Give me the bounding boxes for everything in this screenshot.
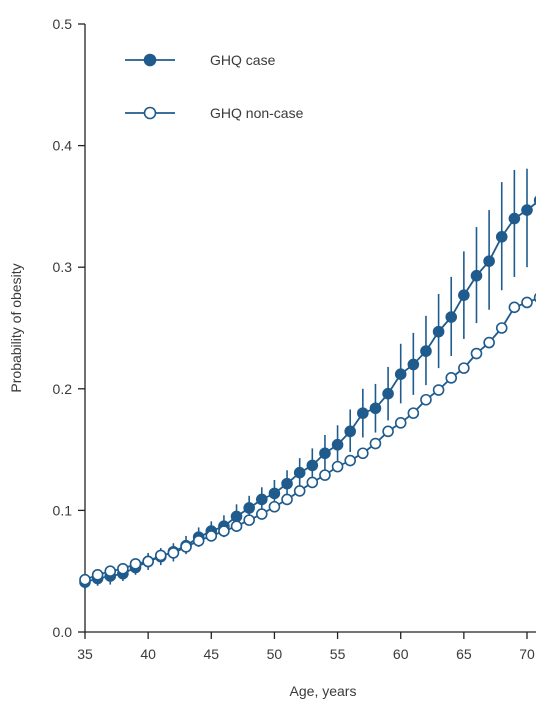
data-point-ghq-non-case: [432, 384, 445, 396]
data-point-ghq-non-case: [470, 347, 483, 360]
data-point-ghq-case: [230, 510, 243, 523]
data-point-ghq-case: [357, 407, 369, 419]
x-tick-label: 50: [267, 646, 283, 662]
y-tick-label: 0.4: [53, 138, 73, 154]
x-tick-label: 55: [330, 646, 346, 662]
legend-item-ghq-case: GHQ case: [125, 52, 276, 68]
y-tick-label: 0.3: [53, 259, 73, 275]
data-point-ghq-non-case: [218, 525, 230, 537]
data-point-ghq-non-case: [268, 500, 281, 513]
data-point-ghq-case: [306, 459, 319, 472]
data-point-ghq-non-case: [394, 417, 407, 429]
x-ticks: 35 40 45 50 55 60 65 70: [77, 632, 535, 662]
legend-label-ghq-non-case: GHQ non-case: [210, 105, 304, 121]
data-point-ghq-non-case: [205, 530, 218, 542]
data-point-ghq-case: [319, 447, 331, 460]
y-tick-label: 0.1: [53, 502, 73, 518]
data-point-ghq-non-case: [192, 534, 205, 547]
legend-marker-ghq-non-case: [143, 106, 157, 120]
data-point-ghq-non-case: [91, 569, 104, 581]
data-point-ghq-case: [458, 289, 470, 301]
x-tick-label: 45: [203, 646, 219, 662]
y-tick-label: 0.2: [53, 381, 73, 397]
data-point-ghq-case: [268, 487, 281, 500]
data-point-ghq-non-case: [180, 541, 192, 553]
data-point-ghq-non-case: [508, 301, 521, 314]
data-point-ghq-non-case: [167, 547, 180, 559]
data-point-ghq-case: [369, 402, 382, 415]
legend-item-ghq-non-case: GHQ non-case: [125, 105, 304, 121]
data-point-ghq-non-case: [154, 549, 167, 562]
data-point-ghq-case: [243, 502, 255, 514]
x-axis-title: Age, years: [290, 683, 357, 699]
x-tick-label: 35: [77, 646, 93, 662]
data-point-ghq-case: [407, 358, 420, 371]
data-point-ghq-non-case: [129, 558, 142, 570]
data-point-ghq-non-case: [382, 425, 394, 438]
data-point-ghq-case: [521, 204, 533, 216]
data-point-ghq-non-case: [306, 476, 319, 489]
data-point-ghq-case: [470, 269, 483, 282]
data-point-ghq-non-case: [331, 460, 344, 473]
y-tick-label: 0.0: [53, 624, 73, 640]
y-tick-label: 0.5: [53, 16, 73, 32]
data-point-ghq-case: [394, 368, 407, 381]
axes: [84, 24, 536, 633]
data-point-ghq-case: [420, 345, 432, 357]
data-point-ghq-case: [508, 212, 521, 225]
x-tick-label: 70: [519, 646, 535, 662]
series-line-ghq-non-case: [84, 298, 536, 581]
data-point-ghq-non-case: [369, 437, 382, 450]
data-point-ghq-non-case: [445, 372, 458, 384]
data-point-ghq-non-case: [344, 454, 357, 467]
data-point-ghq-non-case: [495, 322, 508, 334]
data-point-ghq-non-case: [230, 520, 243, 533]
legend-label-ghq-case: GHQ case: [210, 52, 276, 68]
data-point-ghq-non-case: [357, 447, 369, 460]
data-point-ghq-non-case: [255, 508, 268, 520]
data-point-ghq-case: [281, 477, 293, 490]
data-point-ghq-case: [344, 425, 357, 438]
x-tick-label: 65: [456, 646, 472, 662]
x-tick-label: 40: [140, 646, 156, 662]
y-axis-title: Probability of obesity: [8, 263, 24, 392]
data-point-ghq-case: [255, 493, 268, 506]
data-point-ghq-non-case: [407, 407, 420, 419]
data-point-ghq-non-case: [281, 493, 293, 506]
legend-marker-ghq-case: [143, 53, 157, 67]
data-point-ghq-case: [382, 387, 394, 400]
data-point-ghq-non-case: [458, 362, 470, 374]
data-point-ghq-case: [495, 231, 508, 243]
data-point-ghq-case: [432, 325, 445, 338]
data-point-ghq-non-case: [420, 393, 432, 406]
data-point-ghq-case: [483, 255, 495, 267]
y-ticks: 0.0 0.1 0.2 0.3 0.4 0.5: [53, 16, 85, 640]
data-point-ghq-non-case: [104, 565, 117, 578]
data-point-ghq-non-case: [293, 485, 306, 497]
x-tick-label: 60: [393, 646, 409, 662]
data-point-ghq-non-case: [243, 514, 255, 526]
data-point-ghq-non-case: [319, 469, 331, 481]
data-point-ghq-non-case: [117, 562, 129, 575]
data-point-ghq-non-case: [483, 336, 495, 349]
data-point-ghq-non-case: [142, 555, 154, 568]
data-point-ghq-non-case: [79, 573, 91, 586]
data-point-ghq-non-case: [521, 296, 533, 309]
data-point-ghq-case: [293, 466, 306, 479]
series-line-ghq-case: [84, 201, 536, 583]
data-point-ghq-case: [331, 438, 344, 451]
plot-area: [79, 168, 536, 590]
data-point-ghq-case: [445, 311, 458, 323]
legend: GHQ case GHQ non-case: [125, 52, 304, 121]
